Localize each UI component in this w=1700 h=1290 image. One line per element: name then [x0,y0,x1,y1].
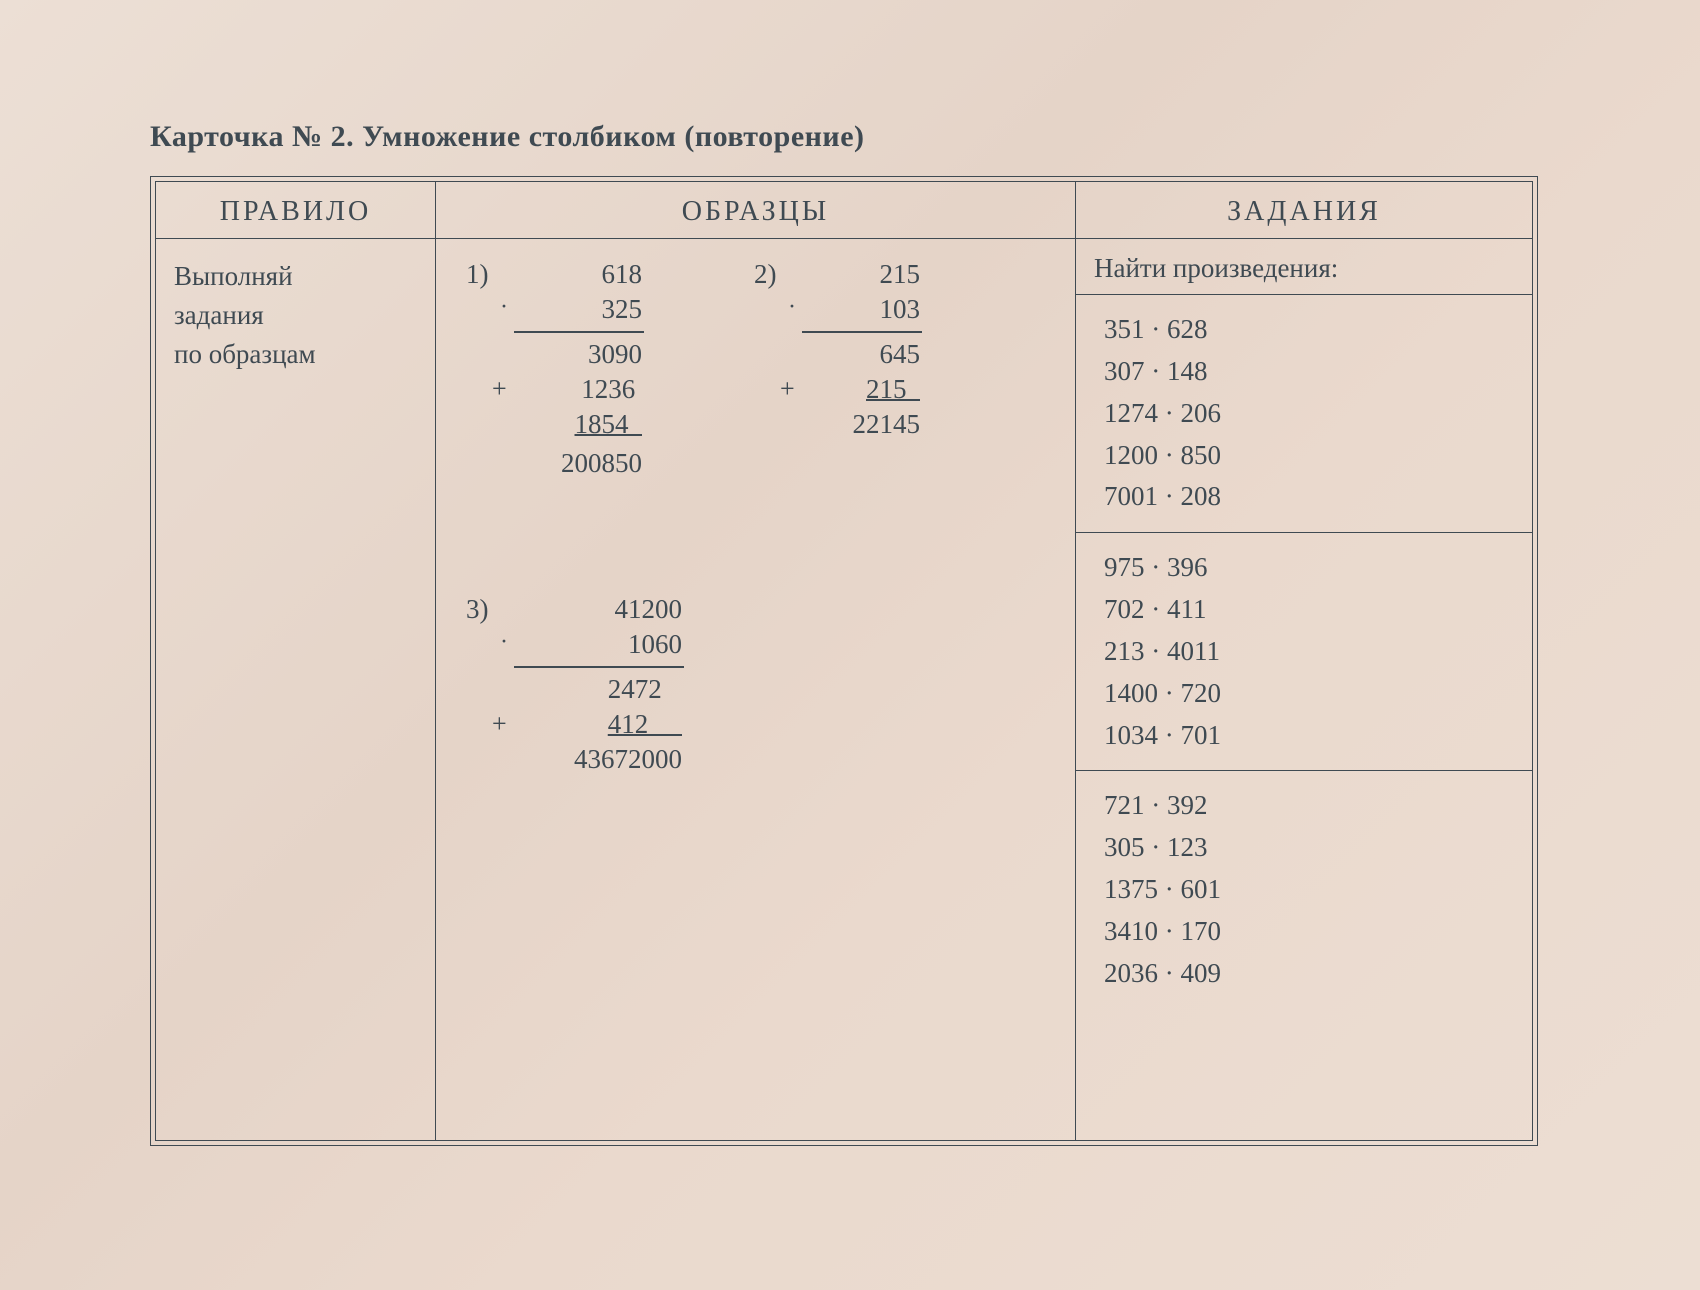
task-item: 702 · 411 [1104,589,1514,631]
header-examples: ОБРАЗЦЫ [436,182,1075,239]
tasks-group-3: 721 · 392 305 · 123 1375 · 601 3410 · 17… [1076,771,1532,1008]
task-item: 1274 · 206 [1104,393,1514,435]
val: 103 [880,294,921,324]
example-number: 1) [466,257,496,482]
task-item: 307 · 148 [1104,351,1514,393]
result: 22145 [802,407,922,442]
multiplier: ·325 [514,292,644,327]
task-item: 1375 · 601 [1104,869,1514,911]
col-tasks: ЗАДАНИЯ Найти произведения: 351 · 628 30… [1076,182,1532,1140]
multiplicand: 618 [514,257,644,292]
rule-line: Выполняй [174,261,293,291]
result: 43672000 [514,742,684,777]
multiplicand: 215 [802,257,922,292]
task-item: 721 · 392 [1104,785,1514,827]
partial: 645 [802,337,922,372]
longmul-2: 215 ·103 645 +215 22145 [802,257,922,482]
task-item: 305 · 123 [1104,827,1514,869]
partial: 3090 [514,337,644,372]
longmul-3: 41200 ·1060 2472 +412 43672000 [514,592,684,777]
header-rule: ПРАВИЛО [156,182,435,239]
partial: +1236 [514,372,644,407]
col-examples: ОБРАЗЦЫ 1) 618 ·325 3090 +1236 [436,182,1076,1140]
val: 215 [866,374,920,404]
partial: 1854 [514,407,644,442]
val: 412 [608,709,682,739]
table-frame: ПРАВИЛО Выполняй задания по образцам ОБР… [150,176,1538,1146]
val: 1060 [628,629,682,659]
plus-icon: + [492,372,507,406]
partial: +412 [514,707,684,742]
task-item: 1400 · 720 [1104,673,1514,715]
tasks-group-1: 351 · 628 307 · 148 1274 · 206 1200 · 85… [1076,295,1532,533]
task-item: 2036 · 409 [1104,953,1514,995]
partial: +215 [802,372,922,407]
task-item: 213 · 4011 [1104,631,1514,673]
plus-icon: + [492,707,507,741]
task-item: 975 · 396 [1104,547,1514,589]
example-2: 2) 215 ·103 645 +215 22145 [754,257,922,482]
multiplier: ·103 [802,292,922,327]
val: 1236 [581,374,642,404]
partial: 2472 [514,672,684,707]
rule-line [514,666,684,668]
example-1: 1) 618 ·325 3090 +1236 1854 200850 [466,257,644,482]
table: ПРАВИЛО Выполняй задания по образцам ОБР… [155,181,1533,1141]
longmul-1: 618 ·325 3090 +1236 1854 200850 [514,257,644,482]
times-dot-icon: · [788,292,796,323]
example-number: 3) [466,592,496,777]
rule-text: Выполняй задания по образцам [156,239,435,392]
val: 325 [602,294,643,324]
task-item: 3410 · 170 [1104,911,1514,953]
task-item: 1200 · 850 [1104,435,1514,477]
rule-line: по образцам [174,339,316,369]
col-rule: ПРАВИЛО Выполняй задания по образцам [156,182,436,1140]
page-title: Карточка № 2. Умножение столбиком (повто… [150,120,1550,154]
task-item: 7001 · 208 [1104,476,1514,518]
times-dot-icon: · [500,292,508,323]
example-number: 2) [754,257,784,482]
times-dot-icon: · [500,627,508,658]
tasks-group-2: 975 · 396 702 · 411 213 · 4011 1400 · 72… [1076,533,1532,771]
multiplier: ·1060 [514,627,684,662]
examples-row-top: 1) 618 ·325 3090 +1236 1854 200850 [466,257,1065,482]
examples-body: 1) 618 ·325 3090 +1236 1854 200850 [436,239,1075,787]
spacer [466,482,1065,592]
multiplicand: 41200 [514,592,684,627]
rule-line [802,331,922,333]
tasks-label: Найти произведения: [1076,239,1532,295]
worksheet-page: Карточка № 2. Умножение столбиком (повто… [0,0,1700,1290]
rule-line [514,331,644,333]
header-tasks: ЗАДАНИЯ [1076,182,1532,239]
task-item: 351 · 628 [1104,309,1514,351]
rule-line: задания [174,300,264,330]
task-item: 1034 · 701 [1104,715,1514,757]
example-3: 3) 41200 ·1060 2472 +412 43672000 [466,592,1065,777]
result: 200850 [514,446,644,481]
plus-icon: + [780,372,795,406]
